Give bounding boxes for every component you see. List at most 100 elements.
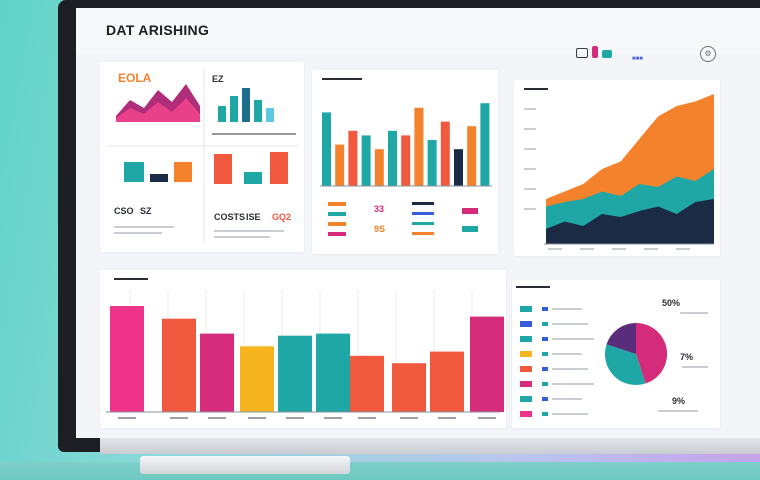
wide-bar-10 bbox=[470, 316, 504, 412]
pie-note-1 bbox=[680, 312, 708, 314]
mini-bar-11 bbox=[270, 152, 288, 184]
legend-swatch-row-7 bbox=[520, 396, 532, 402]
export-icon[interactable] bbox=[602, 50, 612, 58]
legend-swatch-5 bbox=[412, 202, 434, 205]
mini-bar-4 bbox=[254, 100, 262, 122]
x-tick-label-1 bbox=[548, 248, 562, 250]
legend-swatch-10 bbox=[462, 226, 478, 232]
legend-marker-3 bbox=[542, 337, 548, 341]
wide-x-tick-8 bbox=[400, 417, 418, 419]
view-toggle-icon[interactable] bbox=[576, 48, 588, 58]
bar-chart-bar-5 bbox=[374, 149, 384, 186]
y-tick-label-6 bbox=[524, 208, 536, 210]
mini-bar-8 bbox=[174, 162, 192, 182]
kpi-value-f: ISE bbox=[246, 212, 261, 222]
legend-swatch-6 bbox=[412, 212, 434, 215]
legend-text-4 bbox=[552, 353, 582, 355]
pie-note-3 bbox=[658, 410, 698, 412]
monitor-base bbox=[100, 436, 760, 454]
keyboard bbox=[140, 456, 350, 474]
bar-chart-bar-7 bbox=[401, 135, 411, 186]
bar-chart-bar-9 bbox=[427, 140, 437, 186]
bar-chart-bar-10 bbox=[440, 121, 450, 186]
mini-bar-2 bbox=[230, 96, 238, 122]
bar-chart-card: 33 9S bbox=[312, 70, 498, 254]
legend-marker-6 bbox=[542, 382, 548, 386]
pie-label-2: 7% bbox=[680, 352, 693, 362]
legend-swatch-1 bbox=[328, 202, 346, 206]
wide-x-tick-10 bbox=[478, 417, 496, 419]
mini-bar-10 bbox=[244, 172, 262, 184]
kpi-text-line-4 bbox=[214, 236, 270, 238]
wide-x-tick-6 bbox=[324, 417, 342, 419]
legend-marker-2 bbox=[542, 322, 548, 326]
x-tick-label-3 bbox=[612, 248, 626, 250]
wide-bars bbox=[110, 306, 504, 412]
legend-text-5 bbox=[552, 368, 588, 370]
card-heading-line bbox=[322, 78, 362, 80]
wide-x-tick-3 bbox=[208, 417, 226, 419]
filter-icon[interactable] bbox=[592, 46, 598, 58]
bar-chart-bar-2 bbox=[335, 144, 345, 186]
legend-text-2 bbox=[552, 323, 588, 325]
wide-bar-6 bbox=[316, 333, 350, 412]
area-heading-line bbox=[524, 88, 548, 90]
header-link[interactable]: ■■■ bbox=[632, 56, 643, 62]
wide-x-tick-5 bbox=[286, 417, 304, 419]
x-tick-label-4 bbox=[644, 248, 658, 250]
bar-chart-bar-8 bbox=[414, 107, 424, 186]
kpi-card-graphics: EOLA EZ CSO SZ COSTS ISE GQ2 bbox=[106, 68, 298, 242]
legend-swatch-row-8 bbox=[520, 411, 532, 417]
legend-swatch-2 bbox=[328, 212, 346, 216]
app-header: DAT ARISHING bbox=[76, 8, 760, 54]
bar-chart-graphics: 33 9S bbox=[320, 78, 492, 236]
bar-chart-bar-12 bbox=[467, 126, 477, 186]
pie-note-2 bbox=[682, 366, 708, 368]
wide-heading-line bbox=[114, 278, 148, 280]
wide-x-tick-9 bbox=[438, 417, 456, 419]
legend-text-6 bbox=[552, 383, 594, 385]
legend-text-7 bbox=[552, 398, 582, 400]
wide-bar-1 bbox=[110, 306, 144, 412]
wide-x-ticks bbox=[118, 417, 496, 419]
kpi-value-e: COSTS bbox=[214, 212, 245, 222]
legend-text-1 bbox=[552, 308, 582, 310]
legend-marker-5 bbox=[542, 367, 548, 371]
kpi-value-g: GQ2 bbox=[272, 212, 291, 222]
legend-swatch-7 bbox=[412, 222, 434, 225]
wide-bar-chart-card bbox=[100, 270, 506, 428]
gear-icon[interactable]: ⚙ bbox=[700, 46, 716, 62]
pie-slice-1 bbox=[636, 322, 668, 384]
wide-bar-2 bbox=[162, 318, 196, 412]
y-tick-label-3 bbox=[524, 148, 536, 150]
wide-bar-chart-graphics bbox=[106, 278, 504, 419]
bar-chart-bar-11 bbox=[454, 149, 463, 186]
mini-area-pink bbox=[116, 98, 200, 122]
bar-chart-bar-3 bbox=[348, 130, 358, 186]
kpi-text-line-2 bbox=[114, 232, 162, 234]
legend-swatch-4 bbox=[328, 232, 346, 236]
kpi-card: EOLA EZ CSO SZ COSTS ISE GQ2 bbox=[100, 62, 304, 252]
pie-heading-line bbox=[516, 286, 550, 288]
kpi-text-line-1 bbox=[114, 226, 174, 228]
desk-surface bbox=[0, 462, 760, 480]
bar-chart-bar-13 bbox=[480, 103, 490, 186]
mini-bar-7 bbox=[150, 174, 168, 182]
legend-text-3 bbox=[552, 338, 594, 340]
wide-bar-8 bbox=[392, 363, 426, 412]
wide-bar-7 bbox=[350, 355, 384, 412]
pie-slice-3 bbox=[606, 323, 636, 354]
bar-chart-bars bbox=[322, 103, 490, 186]
area-chart-graphics bbox=[524, 88, 714, 250]
wide-x-tick-7 bbox=[358, 417, 376, 419]
wide-x-tick-4 bbox=[248, 417, 266, 419]
mini-bar-9 bbox=[214, 154, 232, 184]
bar-chart-bar-6 bbox=[388, 130, 397, 186]
pie-label-1: 50% bbox=[662, 298, 680, 308]
app-title: DAT ARISHING bbox=[106, 22, 210, 38]
legend-marker-1 bbox=[542, 307, 548, 311]
legend-marker-7 bbox=[542, 397, 548, 401]
mini-bar-3 bbox=[242, 88, 250, 122]
kpi-text-line-3 bbox=[214, 230, 284, 232]
x-tick-label-5 bbox=[676, 248, 690, 250]
